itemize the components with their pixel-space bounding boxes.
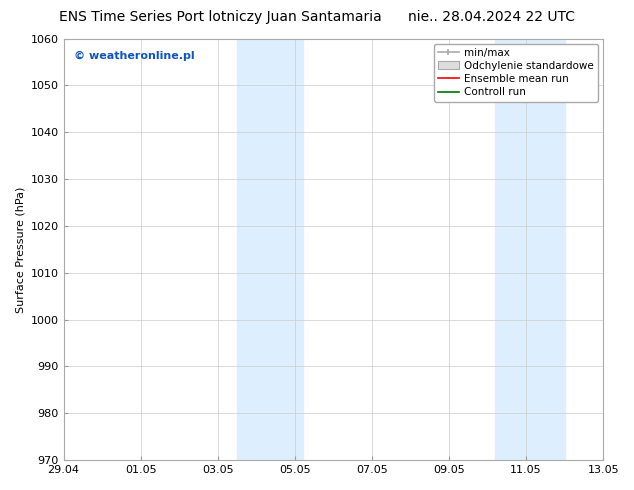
Y-axis label: Surface Pressure (hPa): Surface Pressure (hPa) [15, 186, 25, 313]
Text: ENS Time Series Port lotniczy Juan Santamaria      nie.. 28.04.2024 22 UTC: ENS Time Series Port lotniczy Juan Santa… [59, 10, 575, 24]
Text: © weatheronline.pl: © weatheronline.pl [74, 51, 195, 61]
Legend: min/max, Odchylenie standardowe, Ensemble mean run, Controll run: min/max, Odchylenie standardowe, Ensembl… [434, 44, 598, 101]
Bar [237, 39, 302, 460]
Bar [495, 39, 565, 460]
